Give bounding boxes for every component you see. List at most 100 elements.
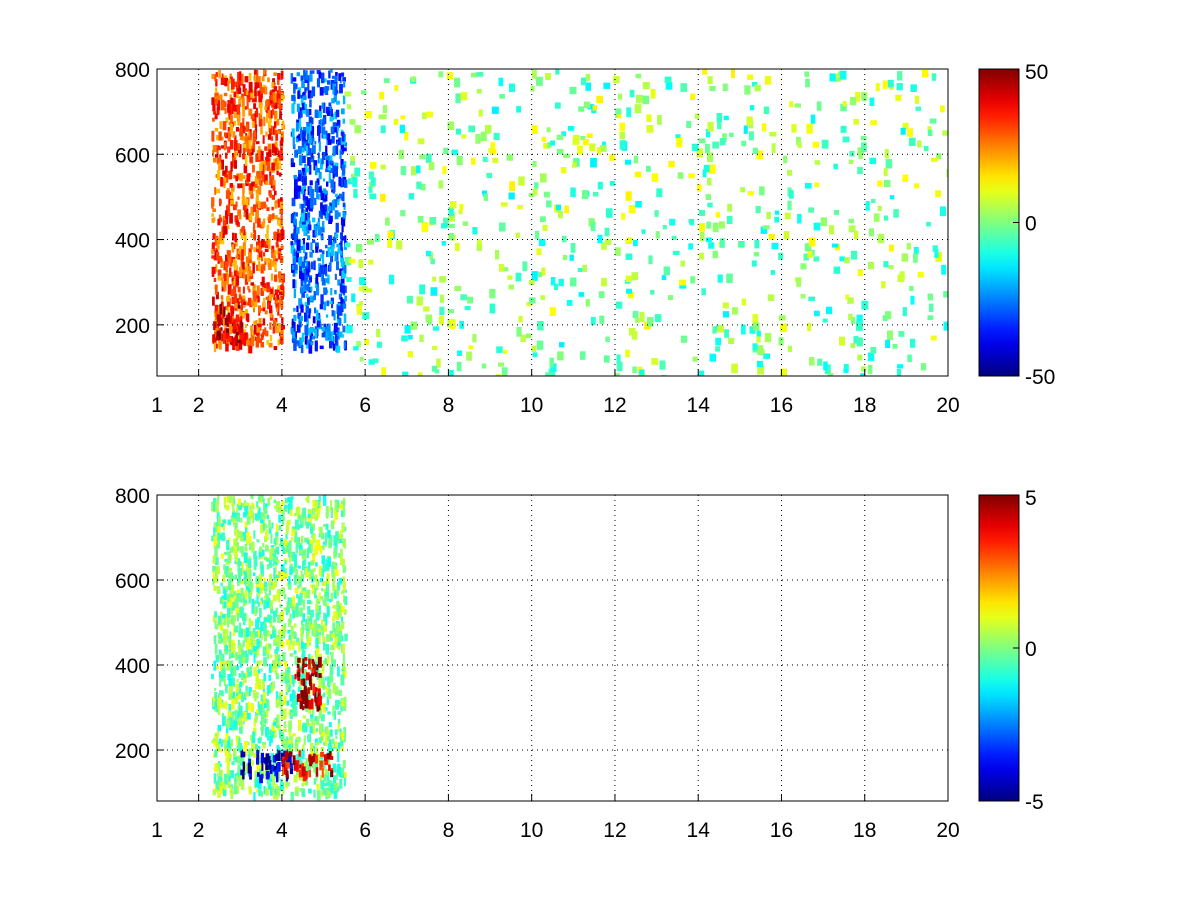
heatmap-cell [256,593,259,604]
heatmap-cell [343,147,347,152]
heatmap-cell [291,162,296,168]
heatmap-cell [225,756,230,764]
heatmap-cell [318,605,321,615]
heatmap-cell [340,217,344,225]
heatmap-cell [275,130,279,141]
heatmap-cell [349,119,356,125]
heatmap-cell [854,230,859,240]
heatmap-cell [281,653,285,658]
heatmap-cell [270,752,275,762]
heatmap-cell [266,775,270,785]
heatmap-cell [258,627,262,639]
heatmap-cell [794,103,801,108]
heatmap-cell [218,649,222,655]
heatmap-cell [212,296,215,306]
heatmap-cell [292,77,297,82]
heatmap-cell [356,306,362,315]
heatmap-cell [212,242,215,252]
heatmap-cell [234,104,237,112]
heatmap-cell [468,345,474,350]
heatmap-cell [251,541,255,553]
heatmap-cell [321,227,325,233]
heatmap-cell [601,242,607,250]
heatmap-cell [268,342,273,348]
heatmap-cell [266,161,271,171]
heatmap-cell [315,671,318,678]
heatmap-cell [291,644,295,650]
heatmap-cell [560,167,567,174]
heatmap-cell [356,341,361,347]
heatmap-cell [308,134,312,144]
heatmap-cell [280,147,283,155]
heatmap-cell [312,514,316,519]
heatmap-cell [810,114,816,124]
heatmap-cell [263,252,266,257]
heatmap-cell [325,643,330,655]
heatmap-cell [311,659,315,664]
heatmap-cell [312,661,315,669]
heatmap-cell [259,774,263,784]
heatmap-cell [225,504,230,511]
heatmap-cell [269,125,273,136]
heatmap-cell [554,102,561,109]
heatmap-cell [334,500,338,511]
heatmap-cell [257,593,261,597]
heatmap-cell [305,213,308,221]
heatmap-cell [482,156,488,163]
heatmap-cell [762,225,770,230]
heatmap-cell [306,718,310,727]
heatmap-cell [294,240,297,245]
heatmap-cell [550,140,556,146]
heatmap-cell [282,543,286,554]
heatmap-cell [226,659,231,671]
heatmap-cell [334,511,339,520]
heatmap-cell [297,770,300,779]
heatmap-cell [214,643,218,655]
heatmap-cell [215,264,218,273]
heatmap-cell [705,237,712,243]
heatmap-cell [222,789,226,796]
heatmap-cell [239,307,243,317]
x-tick-label: 16 [770,819,793,842]
heatmap-cell [635,73,642,79]
heatmap-cell [212,565,216,572]
heatmap-cell [625,191,632,201]
heatmap-cell [315,165,318,176]
heatmap-cell [619,140,627,150]
heatmap-cell [266,708,269,718]
heatmap-cell [264,546,269,552]
heatmap-cell [240,587,244,597]
heatmap-cell [299,788,304,792]
heatmap-cell [315,502,318,512]
heatmap-cell [756,360,763,368]
heatmap-cell [325,278,330,283]
heatmap-cell [329,105,332,110]
heatmap-cell [316,282,319,288]
heatmap-cell [332,343,335,351]
heatmap-cell [221,713,225,719]
heatmap-cell [333,783,337,791]
heatmap-cell [314,141,317,145]
heatmap-cell [219,534,222,540]
heatmap-cell [302,219,306,225]
heatmap-cell [331,98,335,104]
heatmap-cell [241,334,245,345]
heatmap-cell [492,157,499,163]
heatmap-cell [212,208,216,212]
heatmap-cell [263,581,268,592]
heatmap-cell [306,283,310,292]
heatmap-cell [796,277,801,287]
heatmap-cell [304,325,309,336]
heatmap-cell [248,618,251,628]
heatmap-cell [915,106,922,111]
heatmap-cell [243,164,248,174]
heatmap-cell [322,703,326,710]
heatmap-cell [467,296,474,304]
heatmap-cell [326,300,330,307]
heatmap-cell [238,673,241,678]
heatmap-cell [316,672,319,680]
heatmap-cell [280,784,283,789]
heatmap-cell [448,233,454,241]
heatmap-cell [771,143,776,153]
heatmap-cell [274,190,277,196]
